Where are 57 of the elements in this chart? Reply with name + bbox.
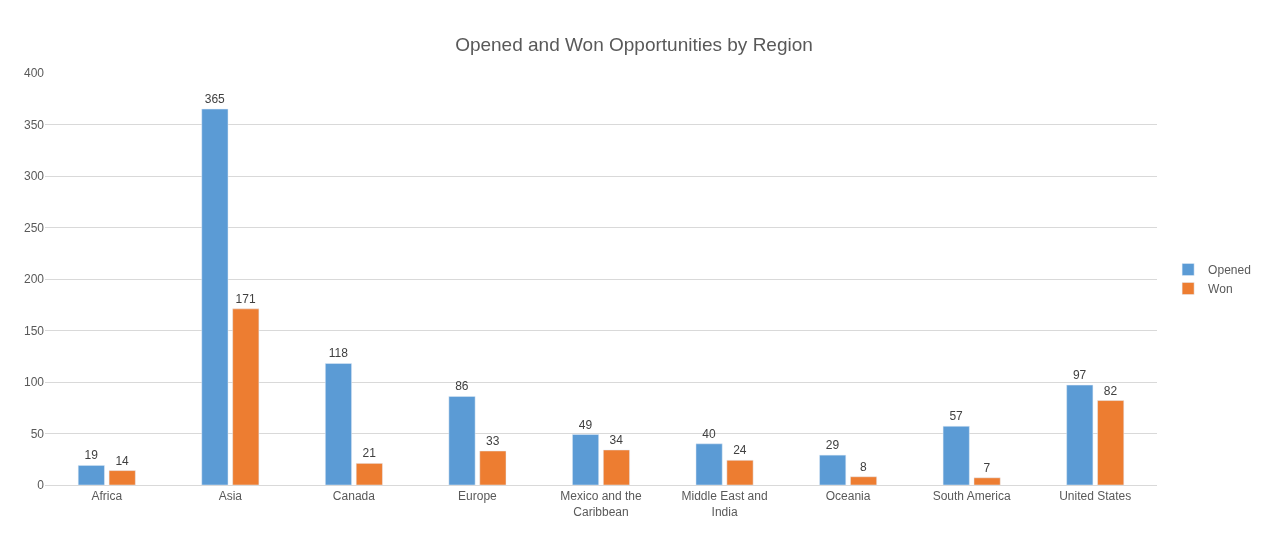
data-label: 33 xyxy=(486,434,500,449)
bar xyxy=(1097,400,1125,485)
y-tick-label: 400 xyxy=(23,66,45,81)
data-label: 49 xyxy=(578,417,593,432)
bar xyxy=(448,396,476,485)
bar xyxy=(77,465,105,485)
data-label: 21 xyxy=(362,446,377,461)
x-tick-label: Middle East and India xyxy=(681,489,768,519)
x-tick-label: Oceania xyxy=(825,489,871,504)
bar xyxy=(695,443,723,485)
x-tick-label: Canada xyxy=(332,489,376,504)
data-label: 97 xyxy=(1072,368,1087,383)
data-label: 118 xyxy=(328,346,349,361)
x-tick-label: Africa xyxy=(91,489,123,504)
chart-title: Opened and Won Opportunities by Region xyxy=(455,33,813,55)
data-label: 29 xyxy=(825,438,840,453)
y-tick-label: 250 xyxy=(23,220,45,235)
y-tick-label: 50 xyxy=(30,426,45,441)
y-tick-label: 300 xyxy=(23,169,45,184)
bar xyxy=(973,477,1001,485)
legend-label: Opened xyxy=(1208,263,1251,278)
legend-label: Won xyxy=(1208,282,1233,297)
data-label: 34 xyxy=(609,432,624,447)
y-tick-label: 150 xyxy=(23,323,45,338)
bar xyxy=(325,363,352,485)
x-tick-label: Asia xyxy=(218,489,243,504)
y-tick-label: 0 xyxy=(37,478,45,493)
data-label: 365 xyxy=(204,92,226,107)
x-tick-label: South America xyxy=(932,489,1012,504)
bar xyxy=(232,308,260,485)
data-label: 14 xyxy=(115,453,130,468)
data-label: 40 xyxy=(702,426,716,441)
data-label: 24 xyxy=(733,443,747,458)
data-label: 8 xyxy=(860,459,868,474)
y-tick-label: 100 xyxy=(23,375,45,390)
data-label: 19 xyxy=(84,448,99,463)
y-tick-label: 200 xyxy=(23,272,45,287)
data-label: 171 xyxy=(235,291,256,306)
bar xyxy=(355,463,383,485)
bar xyxy=(108,470,136,485)
bar xyxy=(942,426,970,485)
bar xyxy=(479,450,507,485)
data-label: 86 xyxy=(455,379,469,394)
bar xyxy=(603,449,630,485)
bar xyxy=(1066,384,1094,485)
x-tick-label: United States xyxy=(1059,489,1132,504)
y-tick-label: 350 xyxy=(23,117,45,132)
bar xyxy=(726,460,754,485)
x-tick-label: Mexico and the Caribbean xyxy=(560,489,643,519)
bar xyxy=(850,476,877,485)
bar xyxy=(201,108,229,485)
data-label: 82 xyxy=(1103,383,1118,398)
bar xyxy=(572,434,599,485)
data-label: 57 xyxy=(949,409,964,424)
x-tick-label: Europe xyxy=(458,489,498,504)
data-label: 7 xyxy=(983,460,991,475)
bar xyxy=(819,454,847,485)
